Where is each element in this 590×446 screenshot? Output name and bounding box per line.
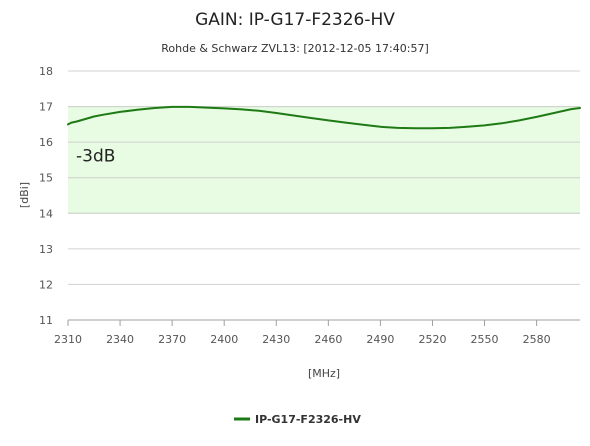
x-tick-label: 2520 — [418, 333, 446, 346]
y-tick-label: 15 — [39, 172, 53, 185]
x-tick-label: 2460 — [314, 333, 342, 346]
x-tick-label: 2340 — [106, 333, 134, 346]
x-axis-label: [MHz] — [308, 367, 340, 380]
y-tick-label: 12 — [39, 278, 53, 291]
y-tick-label: 13 — [39, 243, 53, 256]
chart-title: GAIN: IP-G17-F2326-HV — [195, 10, 395, 30]
y-tick-label: 14 — [39, 207, 53, 220]
y-tick-label: 16 — [39, 136, 53, 149]
legend[interactable]: IP-G17-F2326-HV — [234, 413, 361, 426]
y-axis-label: [dBi] — [18, 182, 31, 208]
x-tick-label: 2550 — [471, 333, 499, 346]
x-tick-label: 2490 — [366, 333, 394, 346]
y-tick-label: 18 — [39, 65, 53, 78]
legend-label: IP-G17-F2326-HV — [255, 413, 361, 426]
x-tick-label: 2430 — [262, 333, 290, 346]
band-label: -3dB — [76, 147, 115, 167]
series-line — [67, 105, 581, 130]
x-tick-label: 2370 — [158, 333, 186, 346]
x-tick-label: 2310 — [54, 333, 82, 346]
chart-subtitle: Rohde & Schwarz ZVL13: [2012-12-05 17:40… — [161, 42, 429, 55]
y-tick-label: 11 — [39, 314, 53, 327]
x-tick-label: 2580 — [523, 333, 551, 346]
y-tick-label: 17 — [39, 101, 53, 114]
x-tick-label: 2400 — [210, 333, 238, 346]
